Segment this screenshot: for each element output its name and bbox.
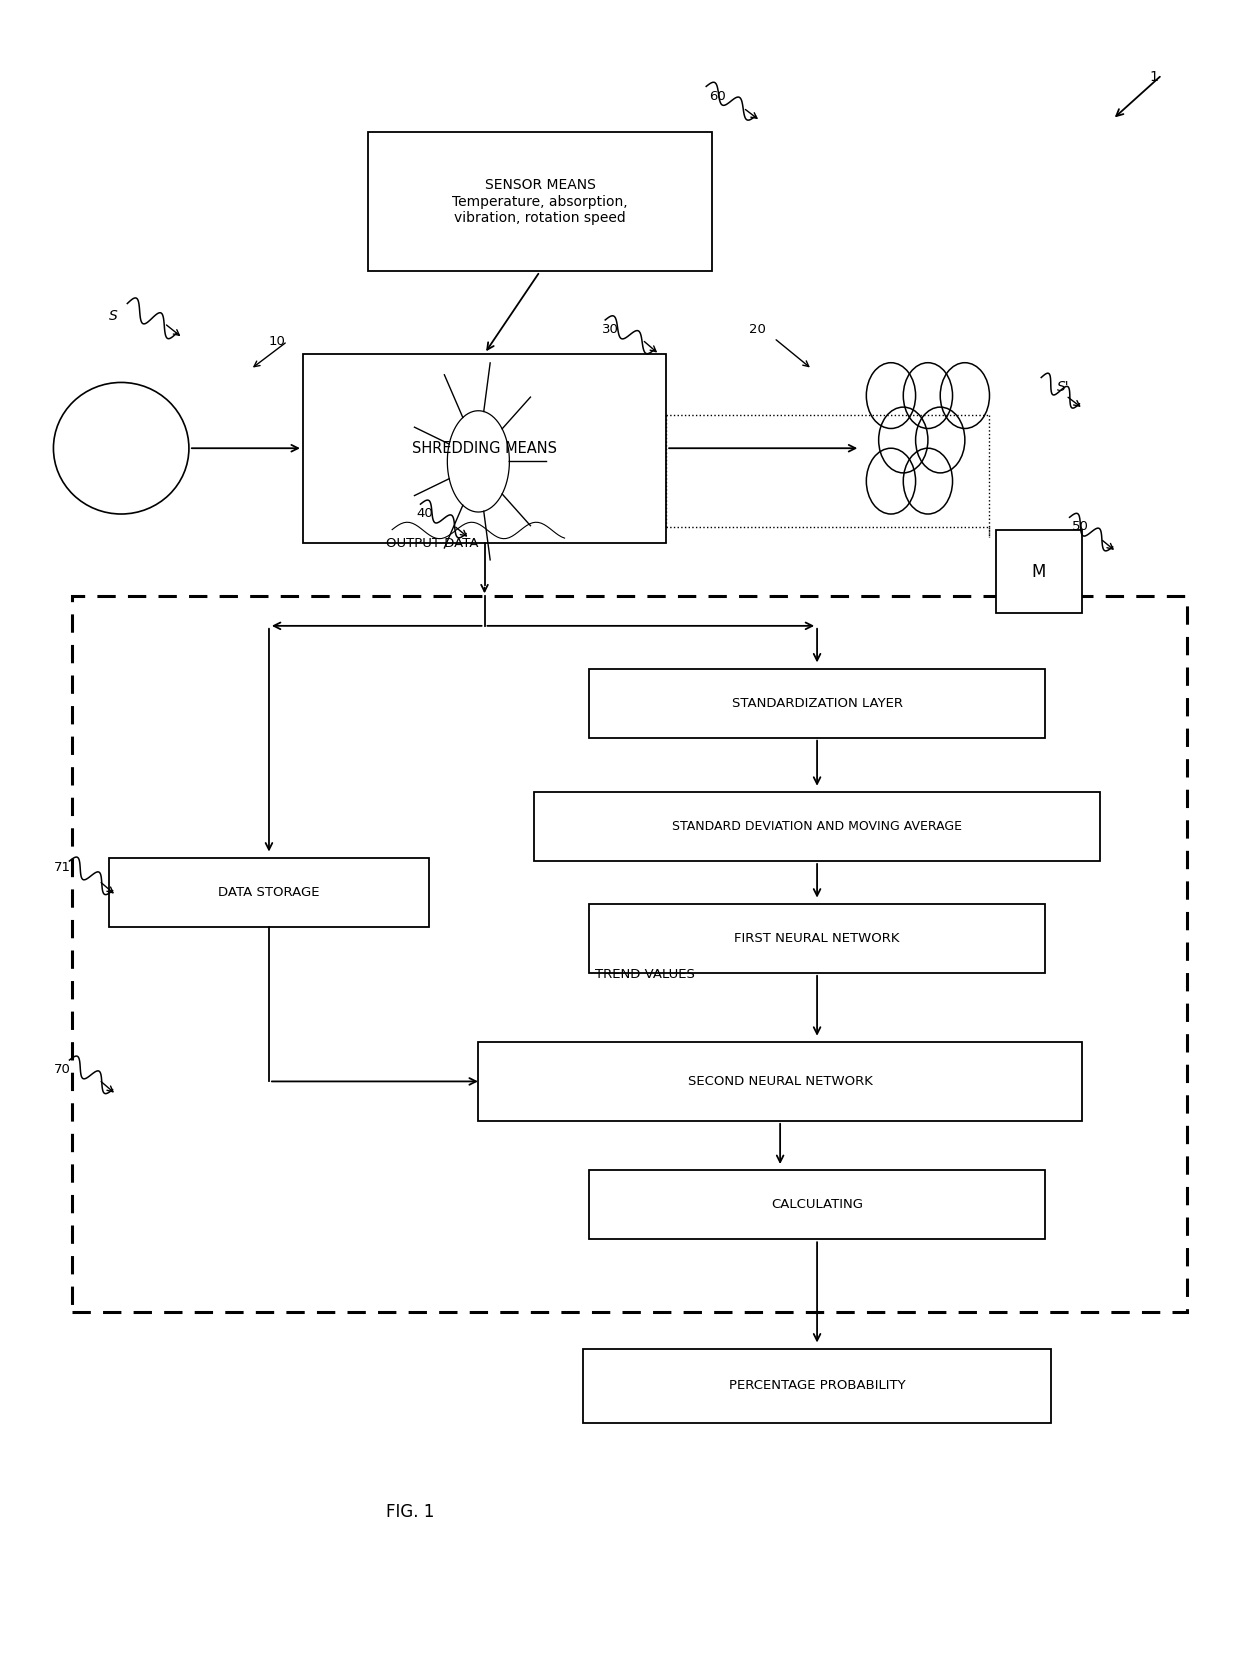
Bar [367, 132, 712, 271]
Text: 10: 10 [269, 334, 286, 347]
Text: FIG. 1: FIG. 1 [386, 1503, 434, 1521]
Text: S': S' [1058, 380, 1070, 393]
Bar [583, 1349, 1052, 1423]
Bar [996, 531, 1081, 613]
Text: SENSOR MEANS
Temperature, absorption,
vibration, rotation speed: SENSOR MEANS Temperature, absorption, vi… [453, 179, 627, 225]
Text: PERCENTAGE PROBABILITY: PERCENTAGE PROBABILITY [729, 1379, 905, 1392]
Bar [303, 354, 666, 542]
Text: STANDARDIZATION LAYER: STANDARDIZATION LAYER [732, 696, 903, 709]
Text: SHREDDING MEANS: SHREDDING MEANS [412, 441, 557, 456]
Bar [533, 792, 1100, 861]
Text: 1: 1 [1149, 71, 1158, 84]
Text: SECOND NEURAL NETWORK: SECOND NEURAL NETWORK [688, 1074, 873, 1088]
Text: CALCULATING: CALCULATING [771, 1198, 863, 1212]
Text: STANDARD DEVIATION AND MOVING AVERAGE: STANDARD DEVIATION AND MOVING AVERAGE [672, 820, 962, 833]
Bar [479, 1041, 1081, 1121]
Text: OUTPUT DATA: OUTPUT DATA [386, 537, 479, 550]
Bar [589, 904, 1045, 974]
Text: TREND VALUES: TREND VALUES [595, 967, 696, 980]
Text: 71: 71 [53, 861, 71, 874]
Text: 60: 60 [709, 89, 725, 102]
Text: 70: 70 [53, 1063, 71, 1076]
Text: S: S [109, 309, 118, 322]
Text: 40: 40 [417, 507, 434, 521]
Text: M: M [1032, 562, 1047, 580]
Text: 50: 50 [1073, 521, 1089, 534]
Text: 20: 20 [749, 322, 766, 336]
Bar [589, 1170, 1045, 1240]
Bar [109, 858, 429, 927]
Text: FIRST NEURAL NETWORK: FIRST NEURAL NETWORK [734, 932, 900, 946]
Text: DATA STORAGE: DATA STORAGE [218, 886, 320, 899]
Text: 30: 30 [601, 322, 619, 336]
Bar [72, 597, 1187, 1312]
Bar [589, 668, 1045, 737]
